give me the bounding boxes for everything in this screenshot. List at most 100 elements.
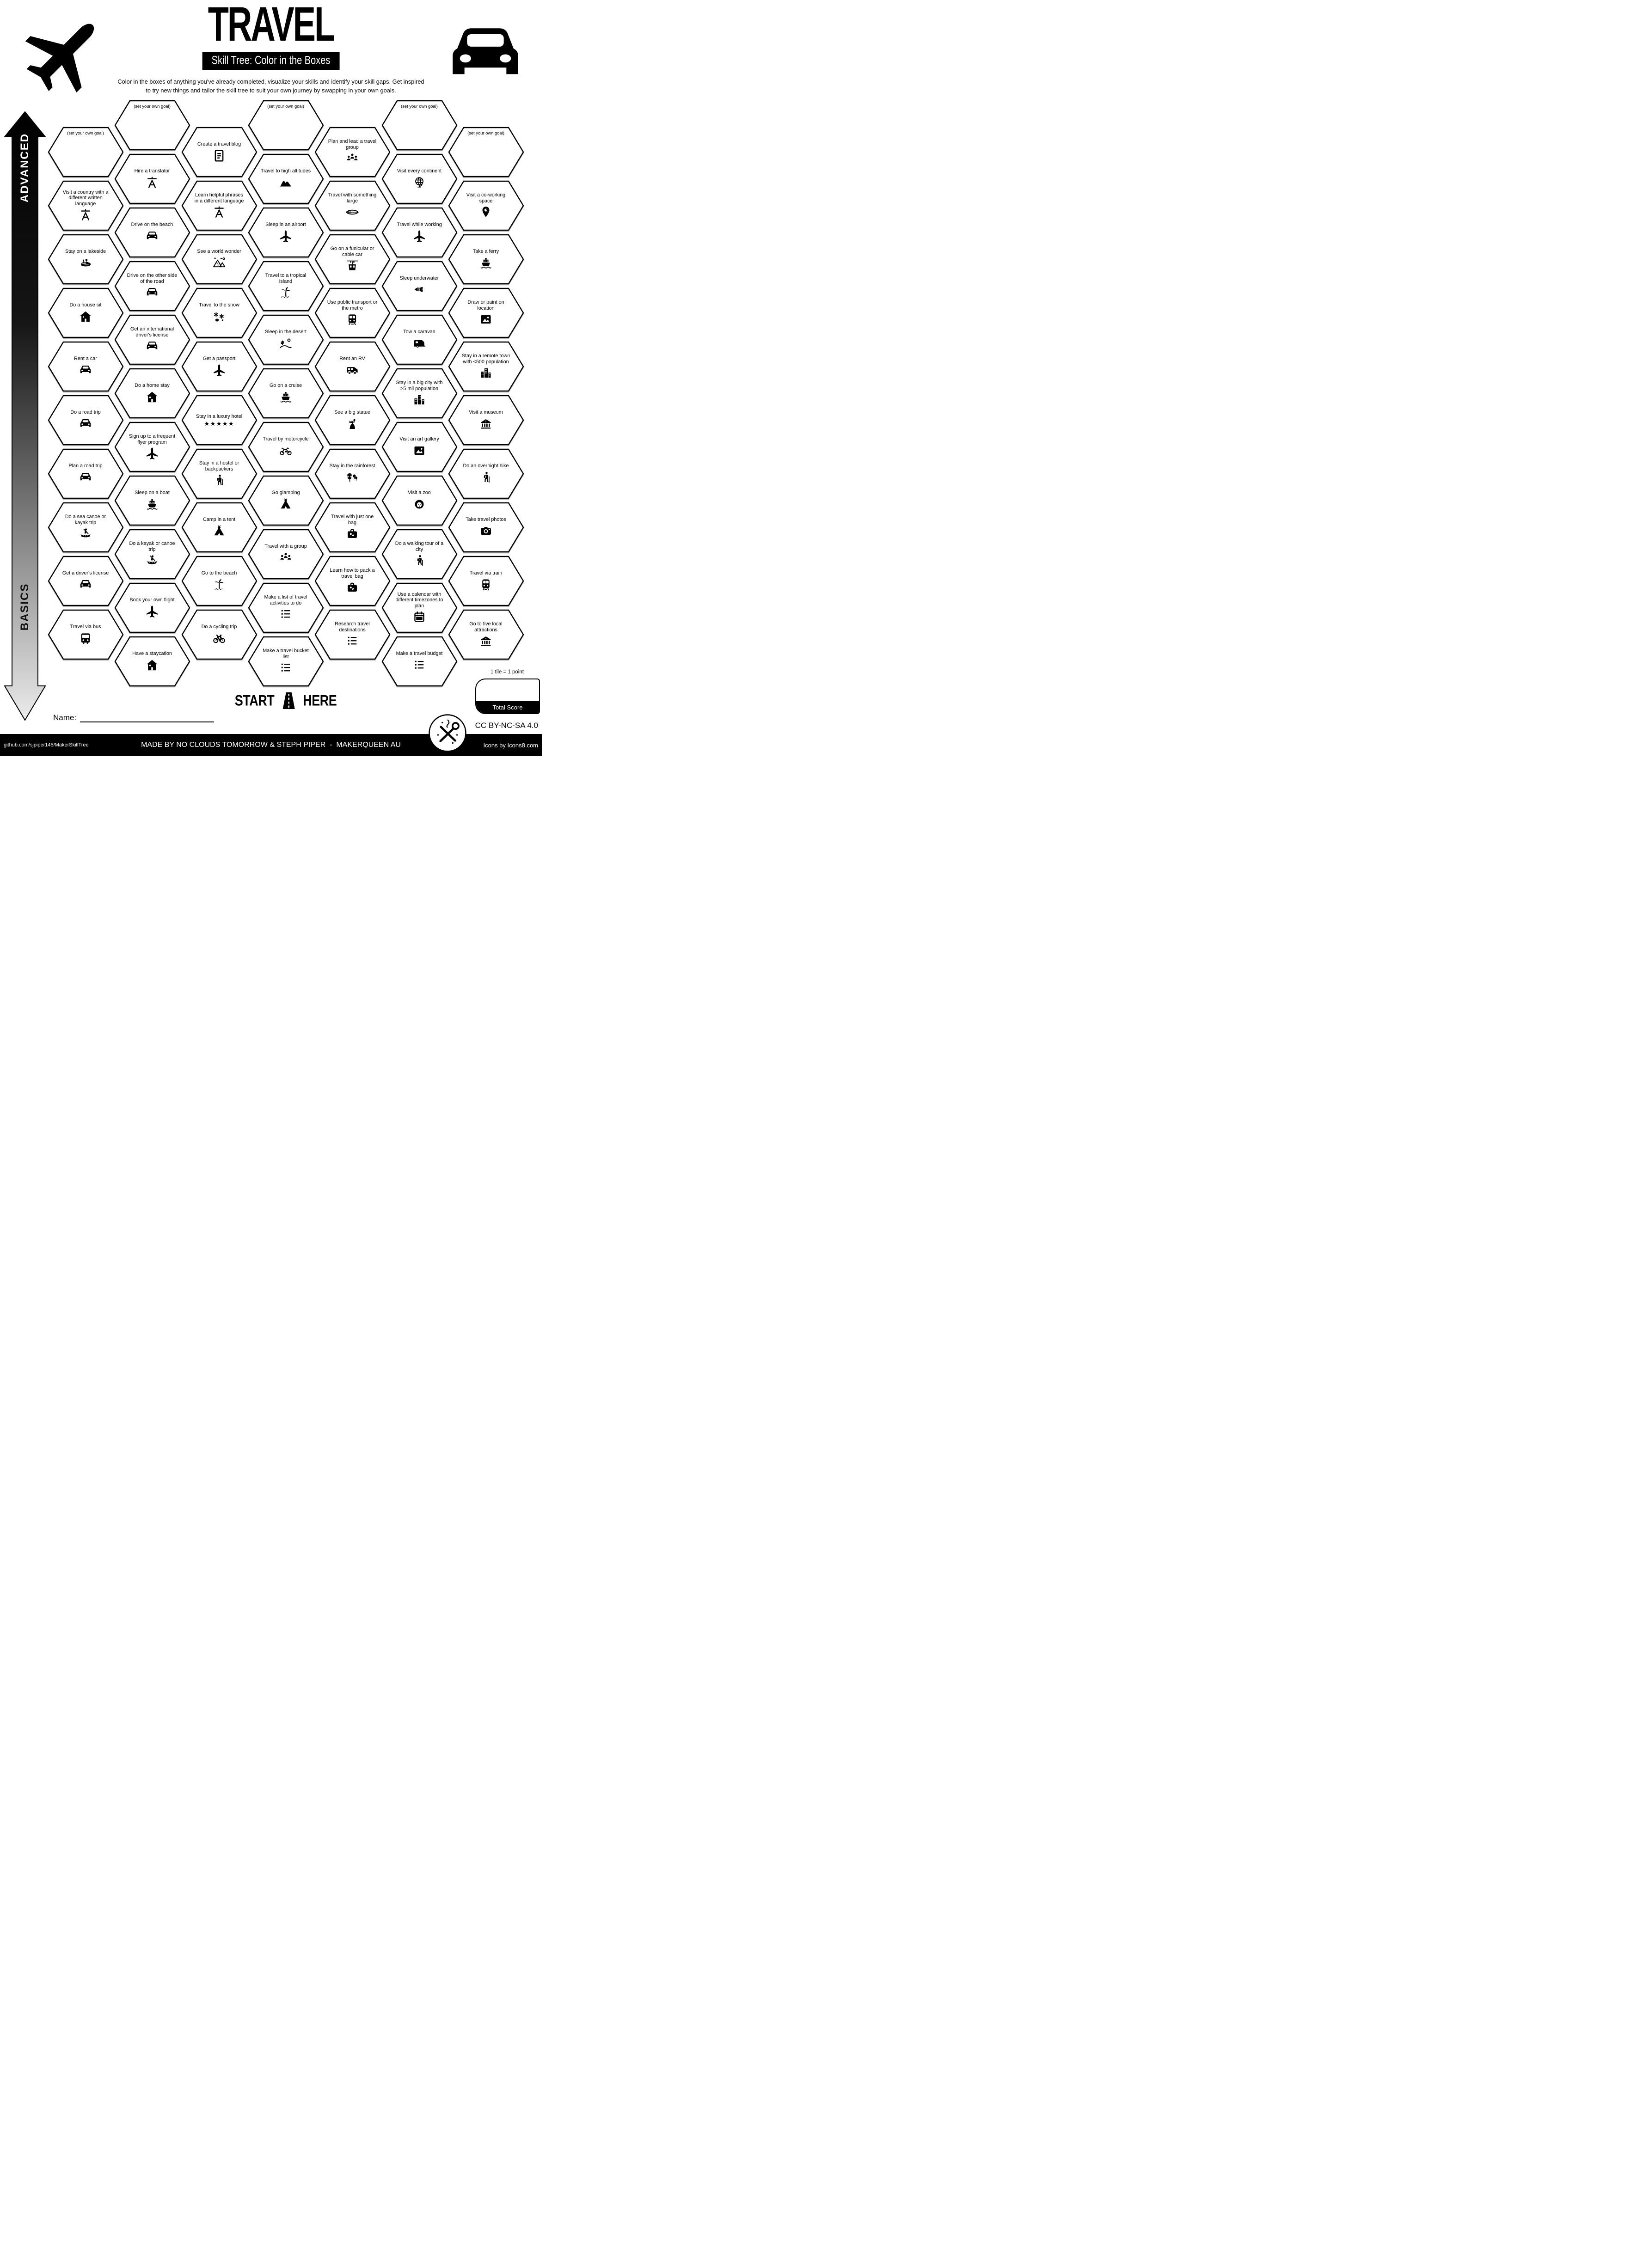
hex-tile[interactable]: Drive on the other side of the road <box>114 260 190 312</box>
hex-tile[interactable]: Visit a zoo <box>381 475 458 526</box>
hex-tile[interactable]: See a big statue <box>314 394 391 446</box>
hex-label: Visit a museum <box>469 410 503 416</box>
hex-tile[interactable]: Plan and lead a travel group <box>314 126 391 178</box>
hex-tile[interactable]: Go on a funicular or cable car <box>314 233 391 285</box>
hex-tile[interactable]: (set your own goal) <box>248 99 324 151</box>
hex-tile[interactable]: Go glamping <box>248 475 324 526</box>
hex-tile[interactable]: Make a travel bucket list <box>248 636 324 687</box>
hex-tile[interactable]: Learn helpful phrases in a different lan… <box>181 180 258 232</box>
footer-repo-link[interactable]: github.com/sjpiper145/MakerSkillTree <box>4 742 89 748</box>
hex-tile[interactable]: (set your own goal) <box>448 126 524 178</box>
hex-tile[interactable]: Use a calendar with different timezones … <box>381 582 458 634</box>
hex-tile[interactable]: Take travel photos <box>448 501 524 553</box>
hex-tile[interactable]: Do an overnight hike <box>448 448 524 500</box>
hex-label: Make a list of travel activities to do <box>264 594 307 606</box>
hex-tile[interactable]: Drive on the beach <box>114 207 190 258</box>
hex-tile[interactable]: Learn how to pack a travel bag <box>314 555 391 607</box>
hex-tile[interactable]: Hire a translator <box>114 153 190 205</box>
hex-tile[interactable]: Visit an art gallery <box>381 421 458 473</box>
footer-icons-credit[interactable]: Icons by Icons8.com <box>483 741 539 749</box>
hex-tile[interactable]: Go to five local attractions <box>448 609 524 660</box>
hex-tile[interactable]: Make a list of travel activities to do <box>248 582 324 634</box>
motorcycle-icon <box>279 444 293 458</box>
hex-tile[interactable]: Create a travel blog <box>181 126 258 178</box>
hex-tile[interactable]: Sleep in an airport <box>248 207 324 258</box>
hex-tile[interactable]: Travel with something large <box>314 180 391 232</box>
palm-icon <box>279 286 293 300</box>
ship-icon <box>279 390 293 404</box>
hex-tile[interactable]: Get an international driver's license <box>114 314 190 366</box>
hex-label: Learn how to pack a travel bag <box>330 568 375 579</box>
hex-tile[interactable]: Use public transport or the metro <box>314 287 391 339</box>
hex-tile[interactable]: Travel while working <box>381 207 458 258</box>
hex-tile[interactable]: Make a travel budget <box>381 636 458 687</box>
hex-tile[interactable]: Do a home stay <box>114 367 190 419</box>
hex-tile[interactable]: Visit a museum <box>448 394 524 446</box>
hex-tile[interactable]: Go to the beach <box>181 555 258 607</box>
hex-tile[interactable]: Sleep underwater <box>381 260 458 312</box>
list-icon <box>345 634 359 648</box>
hex-tile[interactable]: Sign up to a frequent flyer program <box>114 421 190 473</box>
hex-tile[interactable]: Travel with just one bag <box>314 501 391 553</box>
caravan-icon <box>412 336 426 350</box>
hex-tile[interactable]: (set your own goal) <box>114 99 190 151</box>
hex-tile[interactable]: Book your own flight <box>114 582 190 634</box>
hex-tile[interactable]: Stay in a hostel or backpackers <box>181 448 258 500</box>
hex-label: Travel via train <box>469 570 503 576</box>
hex-tile[interactable]: Travel with a group <box>248 528 324 580</box>
hex-tile[interactable]: Tow a caravan <box>381 314 458 366</box>
hex-label: Stay in the rainforest <box>329 463 375 469</box>
hex-tile[interactable]: (set your own goal) <box>48 126 124 178</box>
hex-tile[interactable]: Take a ferry <box>448 233 524 285</box>
hex-tile[interactable]: Stay in a remote town with <500 populati… <box>448 341 524 392</box>
hex-tile[interactable]: Sleep in the desert <box>248 314 324 366</box>
hex-label: Learn helpful phrases in a different lan… <box>194 192 244 204</box>
statue-icon <box>345 417 359 431</box>
plane-icon <box>145 446 159 460</box>
hex-tile[interactable]: Do a cycling trip <box>181 609 258 660</box>
hex-tile[interactable]: Visit a country with a different written… <box>48 180 124 232</box>
hex-tile[interactable]: Travel to high altitudes <box>248 153 324 205</box>
hex-tile[interactable]: Rent a car <box>48 341 124 392</box>
hex-tile[interactable]: Stay in a luxury hotel ★★★★★ <box>181 394 258 446</box>
hex-tile[interactable]: Do a house sit <box>48 287 124 339</box>
hex-label: Do a walking tour of a city <box>395 541 444 552</box>
hex-label: Use a calendar with different timezones … <box>395 592 443 609</box>
hex-tile[interactable]: Draw or paint on location <box>448 287 524 339</box>
hex-tile[interactable]: Travel via train <box>448 555 524 607</box>
hex-tile[interactable]: Get a passport <box>181 341 258 392</box>
description-line2: to try new things and tailor the skill t… <box>146 87 396 94</box>
hex-tile[interactable]: Research travel destinations <box>314 609 391 660</box>
hex-tile[interactable]: Get a driver's license <box>48 555 124 607</box>
hex-tile[interactable]: Do a road trip <box>48 394 124 446</box>
name-input-line[interactable] <box>80 713 215 722</box>
here-label: HERE <box>303 692 337 709</box>
hex-outline <box>314 234 390 285</box>
hex-tile[interactable]: Camp in a tent <box>181 501 258 553</box>
train-icon <box>479 578 493 592</box>
hex-tile[interactable]: Plan a road trip <box>48 448 124 500</box>
hex-label: Go on a cruise <box>269 383 302 389</box>
hex-tile[interactable]: See a world wonder <box>181 233 258 285</box>
hex-tile[interactable]: Visit every continent <box>381 153 458 205</box>
hex-label: Camp in a tent <box>202 517 236 523</box>
hex-tile[interactable]: Travel to a tropical island <box>248 260 324 312</box>
hex-tile[interactable]: Travel to the snow <box>181 287 258 339</box>
hex-tile[interactable]: Sleep on a boat <box>114 475 190 526</box>
car-icon <box>145 339 159 353</box>
score-write-area[interactable] <box>476 679 539 701</box>
hex-tile[interactable]: Go on a cruise <box>248 367 324 419</box>
hex-tile[interactable]: Visit a co-working space <box>448 180 524 232</box>
hex-tile[interactable]: Rent an RV <box>314 341 391 392</box>
hex-tile[interactable]: Stay in a big city with >5 mil populatio… <box>381 367 458 419</box>
hex-tile[interactable]: Travel via bus <box>48 609 124 660</box>
hex-tile[interactable]: Travel by motorcycle <box>248 421 324 473</box>
hex-tile[interactable]: Do a sea canoe or kayak trip <box>48 501 124 553</box>
hex-tile[interactable]: Do a walking tour of a city <box>381 528 458 580</box>
hex-tile[interactable]: Do a kayak or canoe trip <box>114 528 190 580</box>
hex-tile[interactable]: Have a staycation <box>114 636 190 687</box>
hex-tile[interactable]: Stay in the rainforest <box>314 448 391 500</box>
hex-tile[interactable]: Stay on a lakeside <box>48 233 124 285</box>
hex-label: Create a travel blog <box>197 141 241 147</box>
hex-tile[interactable]: (set your own goal) <box>381 99 458 151</box>
